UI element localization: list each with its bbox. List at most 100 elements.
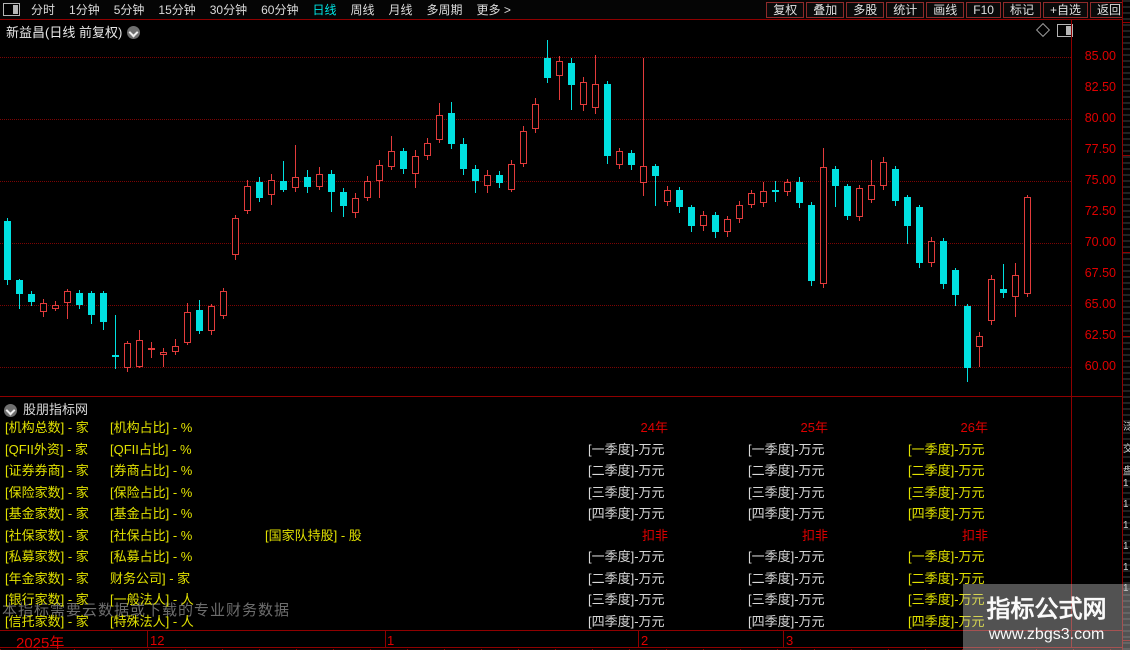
candle-wick bbox=[283, 161, 284, 193]
candle-wick bbox=[19, 279, 20, 309]
candle-body bbox=[616, 151, 623, 165]
chevron-down-icon[interactable] bbox=[4, 404, 17, 417]
period-tab-2[interactable]: 5分钟 bbox=[113, 2, 145, 17]
panel-col1-row2: [证券券商] - 家 bbox=[5, 463, 89, 478]
panel-col2-row7: 财务公司] - 家 bbox=[110, 570, 191, 586]
panel-year-header-0: 24年 bbox=[640, 420, 668, 435]
candle-body bbox=[316, 173, 323, 188]
toolbar-button-8[interactable]: 返回 bbox=[1089, 1, 1128, 18]
period-toolbar: 分时 1分钟 5分钟 15分钟 30分钟 60分钟 日线 周线 月线 多周期 更多 > 复权 叠加 多股… bbox=[0, 0, 1130, 20]
panel-col2-row5: [社保占比] - % bbox=[110, 527, 193, 543]
price-gridline bbox=[0, 367, 1071, 368]
candle-body bbox=[460, 143, 467, 169]
pane-layout-icon[interactable] bbox=[1057, 24, 1073, 37]
panel-year-header-1: 25年 bbox=[800, 420, 828, 435]
candle-body bbox=[988, 279, 995, 322]
edge-strip-divider-0 bbox=[1123, 22, 1130, 23]
panel-y1-q-upper-2: [三季度]-万元 bbox=[748, 484, 825, 500]
candle-body bbox=[916, 207, 923, 263]
period-tab-1[interactable]: 1分钟 bbox=[69, 2, 100, 17]
candle-body bbox=[652, 166, 659, 176]
panel-y1-q-upper-1: [二季度]-万元 bbox=[748, 463, 825, 478]
candle-body bbox=[412, 156, 419, 174]
candle-wick bbox=[595, 54, 596, 114]
candle-body bbox=[1024, 197, 1031, 294]
candle-body bbox=[328, 173, 335, 193]
candle-body bbox=[556, 60, 563, 76]
edge-strip-number-1: 1 bbox=[1123, 499, 1129, 510]
candle-body bbox=[220, 291, 227, 317]
period-tab-4[interactable]: 30分钟 bbox=[209, 2, 248, 17]
period-tab-3[interactable]: 15分钟 bbox=[158, 2, 196, 17]
panel-col2-row2: [券商占比] - % bbox=[110, 463, 193, 478]
toolbar-button-4[interactable]: 画线 bbox=[926, 1, 965, 18]
candle-body bbox=[520, 131, 527, 164]
panel-y0-q-upper-3: [四季度]-万元 bbox=[588, 506, 665, 521]
toolbar-button-0[interactable]: 复权 bbox=[766, 1, 805, 18]
candlestick-chart[interactable] bbox=[0, 40, 1071, 396]
time-axis-label-2: 1 bbox=[387, 633, 395, 648]
chevron-down-icon[interactable] bbox=[127, 26, 141, 39]
candle-body bbox=[736, 204, 743, 220]
candle-body bbox=[700, 214, 707, 226]
chart-titlebar: 新益昌(日线 前复权) bbox=[0, 20, 1122, 40]
time-axis-tick bbox=[638, 631, 639, 647]
period-tab-9[interactable]: 多周期 bbox=[426, 2, 463, 17]
panel-y0-q-lower-3: [四季度]-万元 bbox=[588, 613, 665, 629]
candle-body bbox=[976, 336, 983, 348]
candle-body bbox=[136, 339, 143, 367]
candle-body bbox=[1000, 288, 1007, 293]
candle-body bbox=[496, 174, 503, 184]
panel-col1-row0: [机构总数] - 家 bbox=[5, 420, 89, 435]
edge-strip-char-0: 泛 bbox=[1123, 422, 1130, 433]
site-watermark-url: www.zbgs3.com bbox=[988, 626, 1105, 643]
panel-y2-q-upper-3: [四季度]-万元 bbox=[908, 506, 985, 521]
price-tick-label: 80.00 bbox=[1084, 111, 1116, 125]
toolbar-button-2[interactable]: 多股 bbox=[846, 1, 885, 18]
toolbar-button-1[interactable]: 叠加 bbox=[806, 1, 845, 18]
panel-state-holding-label: [国家队持股] - 股 bbox=[265, 527, 362, 543]
candle-body bbox=[484, 174, 491, 186]
diamond-icon[interactable] bbox=[1035, 22, 1051, 38]
toolbar-button-6[interactable]: 标记 bbox=[1002, 1, 1041, 18]
panel-y1-q-lower-2: [三季度]-万元 bbox=[748, 592, 825, 607]
candle-body bbox=[364, 181, 371, 199]
candle-body bbox=[784, 182, 791, 193]
panel-divider bbox=[0, 396, 1122, 397]
toolbar-button-3[interactable]: 统计 bbox=[886, 1, 925, 18]
candle-body bbox=[40, 302, 47, 313]
candle-body bbox=[592, 84, 599, 108]
period-tab-5[interactable]: 60分钟 bbox=[261, 2, 299, 17]
time-axis-tick bbox=[783, 631, 784, 647]
panel-y2-q-lower-2: [三季度]-万元 bbox=[908, 592, 985, 607]
candle-body bbox=[964, 306, 971, 369]
panel-col1-row7: [年金家数] - 家 bbox=[5, 570, 89, 586]
toolbar-button-7[interactable]: +自选 bbox=[1042, 1, 1088, 18]
edge-strip-char-2: 盘 bbox=[1123, 466, 1130, 477]
indicator-panel-header[interactable]: 股朋指标网 bbox=[4, 399, 89, 417]
indicator-name: 股朋指标网 bbox=[23, 402, 89, 417]
period-tab-10[interactable]: 更多 > bbox=[476, 2, 511, 17]
period-tab-0[interactable]: 分时 bbox=[31, 2, 56, 17]
time-axis-tick bbox=[147, 631, 148, 647]
period-tab-8[interactable]: 月线 bbox=[388, 2, 413, 17]
chart-title-text: 新益昌(日线 前复权) bbox=[6, 25, 123, 40]
panel-col2-row1: [QFII占比] - % bbox=[110, 441, 192, 457]
candle-wick bbox=[655, 163, 656, 206]
candle-body bbox=[16, 280, 23, 294]
candle-body bbox=[376, 164, 383, 181]
split-window-icon[interactable] bbox=[3, 3, 20, 16]
edge-strip-divider-1 bbox=[1123, 155, 1130, 156]
period-tab-6[interactable]: 日线 bbox=[312, 2, 337, 17]
candle-body bbox=[124, 343, 131, 369]
period-tab-7[interactable]: 周线 bbox=[350, 2, 375, 17]
toolbar-button-5[interactable]: F10 bbox=[966, 1, 1001, 18]
panel-y1-q-upper-0: [一季度]-万元 bbox=[748, 441, 825, 457]
candle-body bbox=[148, 348, 155, 351]
candle-body bbox=[292, 177, 299, 189]
right-edge-sidebar[interactable] bbox=[1123, 0, 1130, 650]
price-tick-label: 85.00 bbox=[1084, 49, 1116, 63]
panel-y1-q-lower-1: [二季度]-万元 bbox=[748, 570, 825, 586]
site-watermark: 指标公式网 www.zbgs3.com bbox=[963, 584, 1130, 650]
